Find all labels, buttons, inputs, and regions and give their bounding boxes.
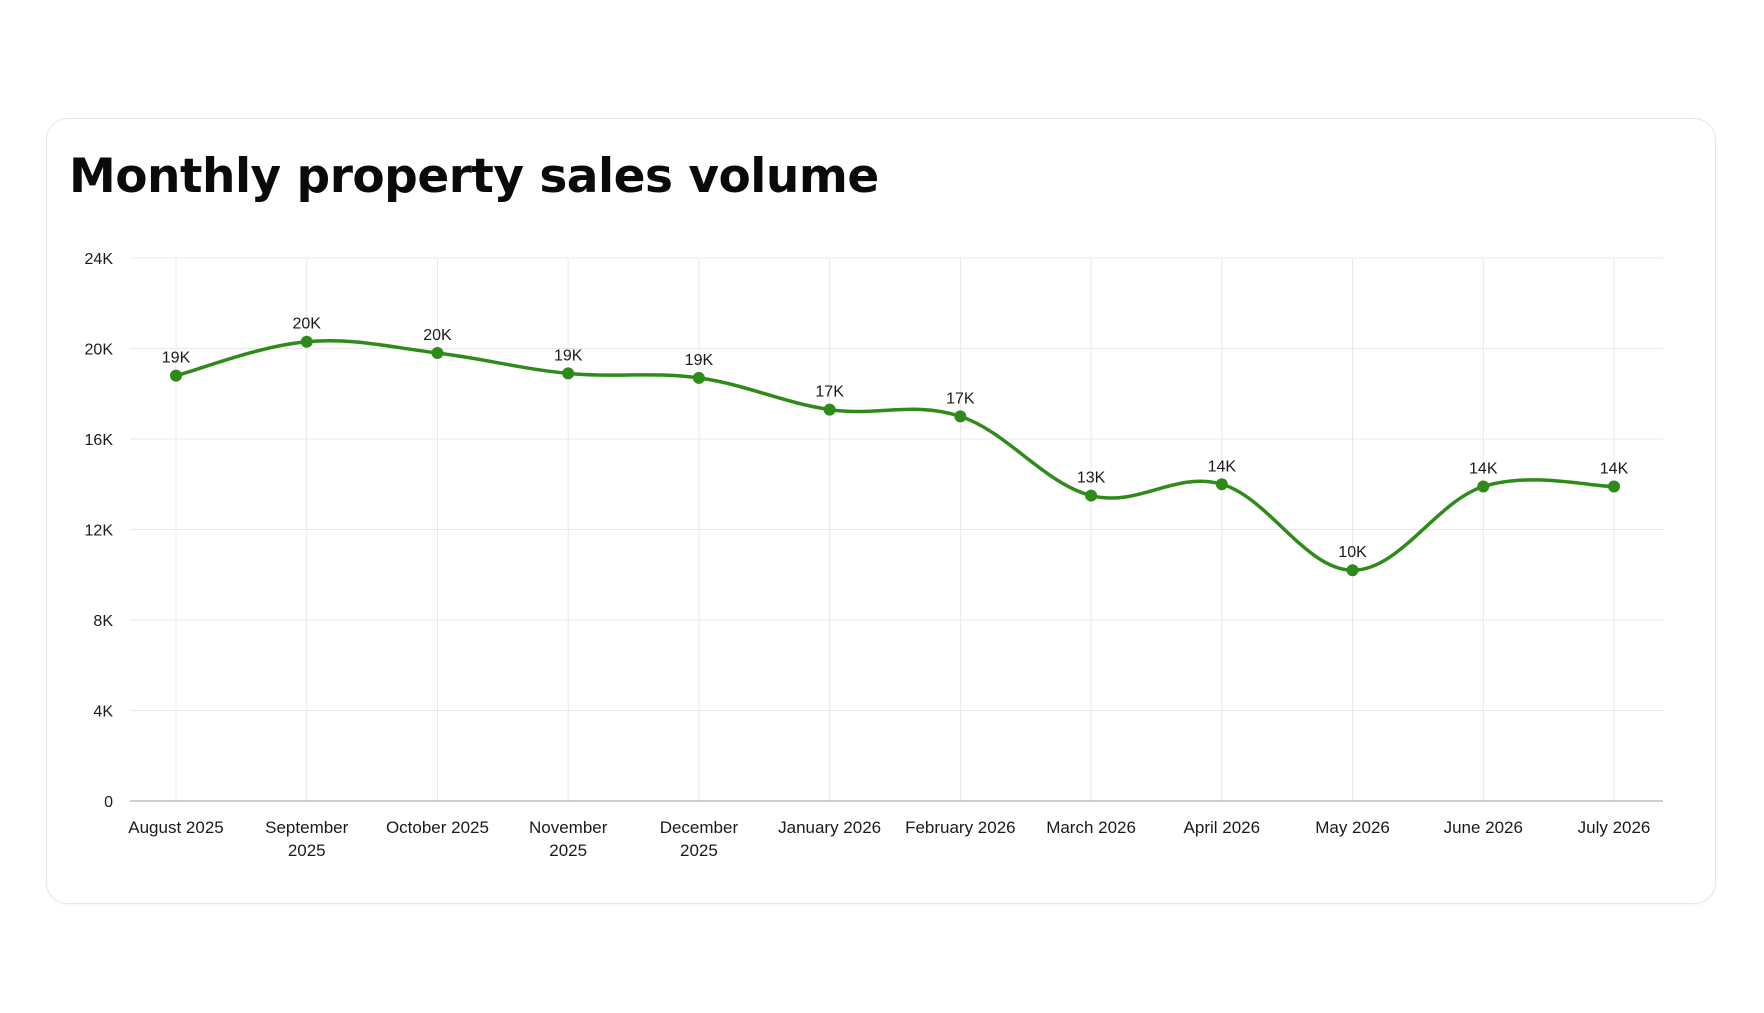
data-label: 20K	[292, 316, 321, 333]
data-point[interactable]	[692, 371, 705, 384]
data-point[interactable]	[1346, 564, 1359, 577]
x-tick-label: September 2025	[265, 818, 348, 860]
x-tick-label: January 2026	[778, 818, 881, 837]
data-label: 17K	[815, 384, 844, 401]
chart-card: Monthly property sales volume 0 4K 8K 12K 16…	[46, 118, 1716, 904]
x-tick-label: May 2026	[1315, 818, 1390, 837]
data-label: 13K	[1077, 470, 1106, 487]
data-point[interactable]	[823, 403, 836, 416]
x-tick-label: February 2026	[905, 818, 1016, 837]
x-tick-label: July 2026	[1578, 818, 1651, 837]
y-tick-label: 4K	[93, 704, 113, 721]
x-tick-label: June 2026	[1444, 818, 1523, 837]
data-point[interactable]	[431, 347, 444, 360]
data-label: 17K	[946, 390, 975, 407]
data-label: 10K	[1338, 544, 1367, 561]
data-label: 14K	[1469, 461, 1498, 478]
data-point[interactable]	[1085, 489, 1098, 502]
y-tick-label: 0	[104, 794, 113, 811]
data-point[interactable]	[1608, 480, 1620, 493]
grid	[130, 257, 1663, 801]
x-tick-label: October 2025	[386, 818, 489, 837]
x-tick-label: August 2025	[128, 818, 223, 837]
y-tick-label: 20K	[85, 342, 114, 359]
data-point[interactable]	[1477, 480, 1490, 493]
series-line	[174, 338, 1616, 572]
x-tick-label: December 2025	[660, 818, 739, 860]
data-point[interactable]	[562, 367, 575, 380]
data-labels: 19K 20K 20K 19K 19K 17K 17K 13K 14K 10K 14K 14K	[162, 316, 1629, 562]
chart-title: Monthly property sales volume	[69, 149, 879, 204]
x-tick-label: April 2026	[1184, 818, 1261, 837]
data-label: 14K	[1208, 458, 1237, 475]
x-tick-label: November 2025	[529, 818, 608, 860]
series	[170, 335, 1620, 577]
data-label: 19K	[162, 350, 191, 367]
line-chart: 0 4K 8K 12K 16K 20K 24K August 2025 September 202…	[85, 251, 1663, 860]
x-tick-label: March 2026	[1046, 818, 1136, 837]
axes: 0 4K 8K 12K 16K 20K 24K August 2025 September 202…	[85, 251, 1663, 860]
data-point[interactable]	[954, 410, 967, 423]
y-tick-label: 16K	[85, 432, 114, 449]
data-label: 19K	[685, 352, 714, 369]
data-label: 20K	[423, 327, 452, 344]
y-tick-label: 24K	[85, 251, 114, 268]
data-label: 14K	[1600, 461, 1629, 478]
data-point[interactable]	[170, 369, 182, 382]
data-label: 19K	[554, 347, 583, 364]
y-tick-label: 12K	[85, 523, 114, 540]
data-point[interactable]	[300, 335, 313, 348]
y-tick-label: 8K	[93, 613, 113, 630]
data-point[interactable]	[1215, 478, 1228, 491]
